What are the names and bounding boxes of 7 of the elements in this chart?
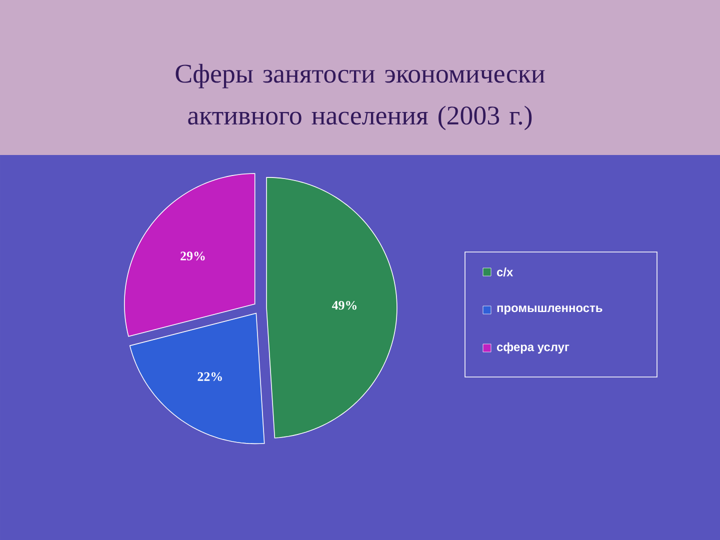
legend-label: с/х: [496, 268, 514, 276]
data-label: 49%: [332, 300, 356, 310]
legend-label: сфера услуг: [496, 342, 570, 354]
chart-title: Сферы занятости экономически активного населения (2003 г.): [176, 64, 545, 130]
data-label: 29%: [180, 252, 205, 260]
legend-label: промышленность: [497, 306, 602, 314]
data-label: 22%: [198, 372, 222, 381]
